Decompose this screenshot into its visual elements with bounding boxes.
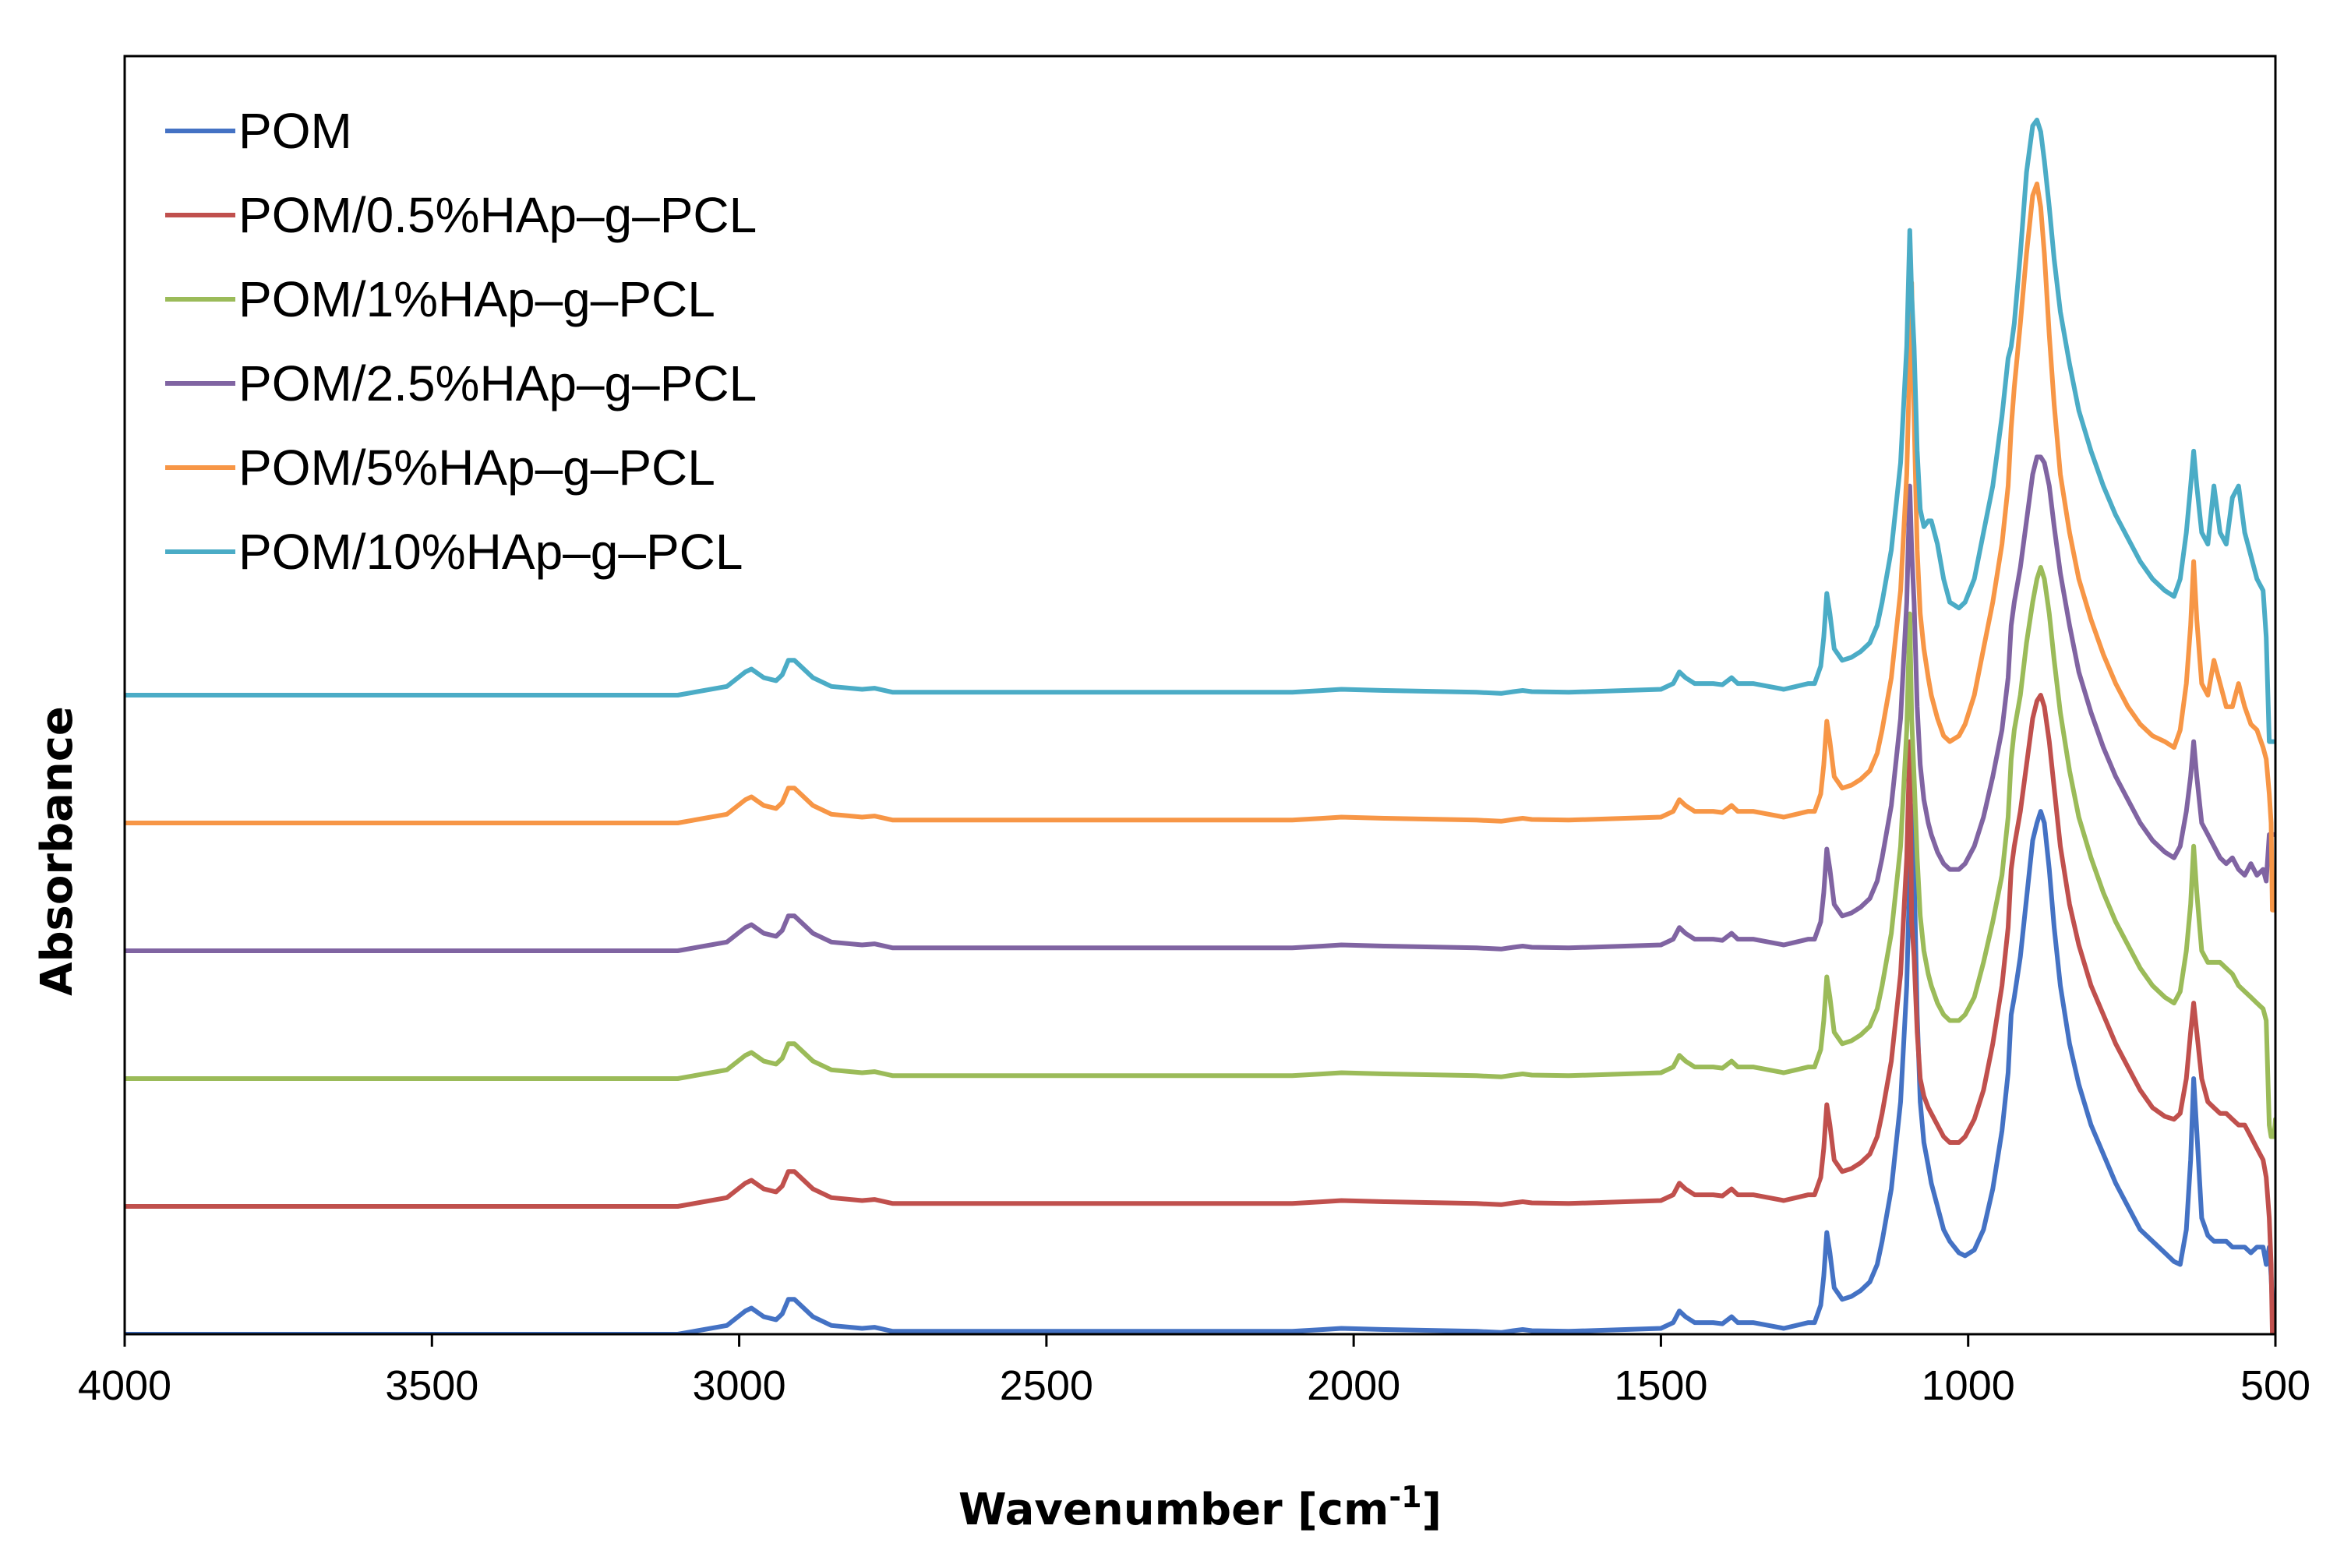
x-tick-label: 3500 [385,1362,478,1409]
legend-label: POM/5%HAp–g–PCL [238,440,715,496]
x-tick-label: 3000 [693,1362,786,1409]
x-axis-title-superscript: -1 [1389,1480,1421,1514]
series-line-2 [125,693,2275,1334]
series-line-6 [125,118,2275,744]
x-axis-title: Wavenumber [cm-1] [958,1480,1442,1535]
x-tick-label: 2000 [1307,1362,1400,1409]
x-tick-label: 1000 [1922,1362,2015,1409]
series-line-4 [125,454,2275,953]
x-axis-title-end: ] [1422,1485,1442,1535]
x-axis-title-main: Wavenumber [cm [958,1485,1389,1535]
plot-area-frame [123,55,2277,1336]
series-layer [125,118,2275,1334]
y-axis-title: Absorbance [32,706,83,996]
series-line-1 [125,803,2275,1334]
x-tick-label: 4000 [78,1362,171,1409]
legend: POM POM/0.5%HAp–g–PCL POM/1%HAp–g–PCL POM/2… [165,103,757,580]
series-line-3 [125,565,2275,1139]
legend-label: POM/1%HAp–g–PCL [238,271,715,327]
x-axis-ticks: 4000 3500 3000 2500 2000 1500 1000 500 [78,1334,2310,1409]
legend-label: POM/0.5%HAp–g–PCL [238,187,757,243]
legend-label: POM [238,103,352,159]
x-tick-label: 1500 [1614,1362,1707,1409]
x-tick-label: 500 [2240,1362,2310,1409]
legend-label: POM/2.5%HAp–g–PCL [238,355,757,411]
x-tick-label: 2500 [1000,1362,1093,1409]
legend-label: POM/10%HAp–g–PCL [238,524,743,580]
